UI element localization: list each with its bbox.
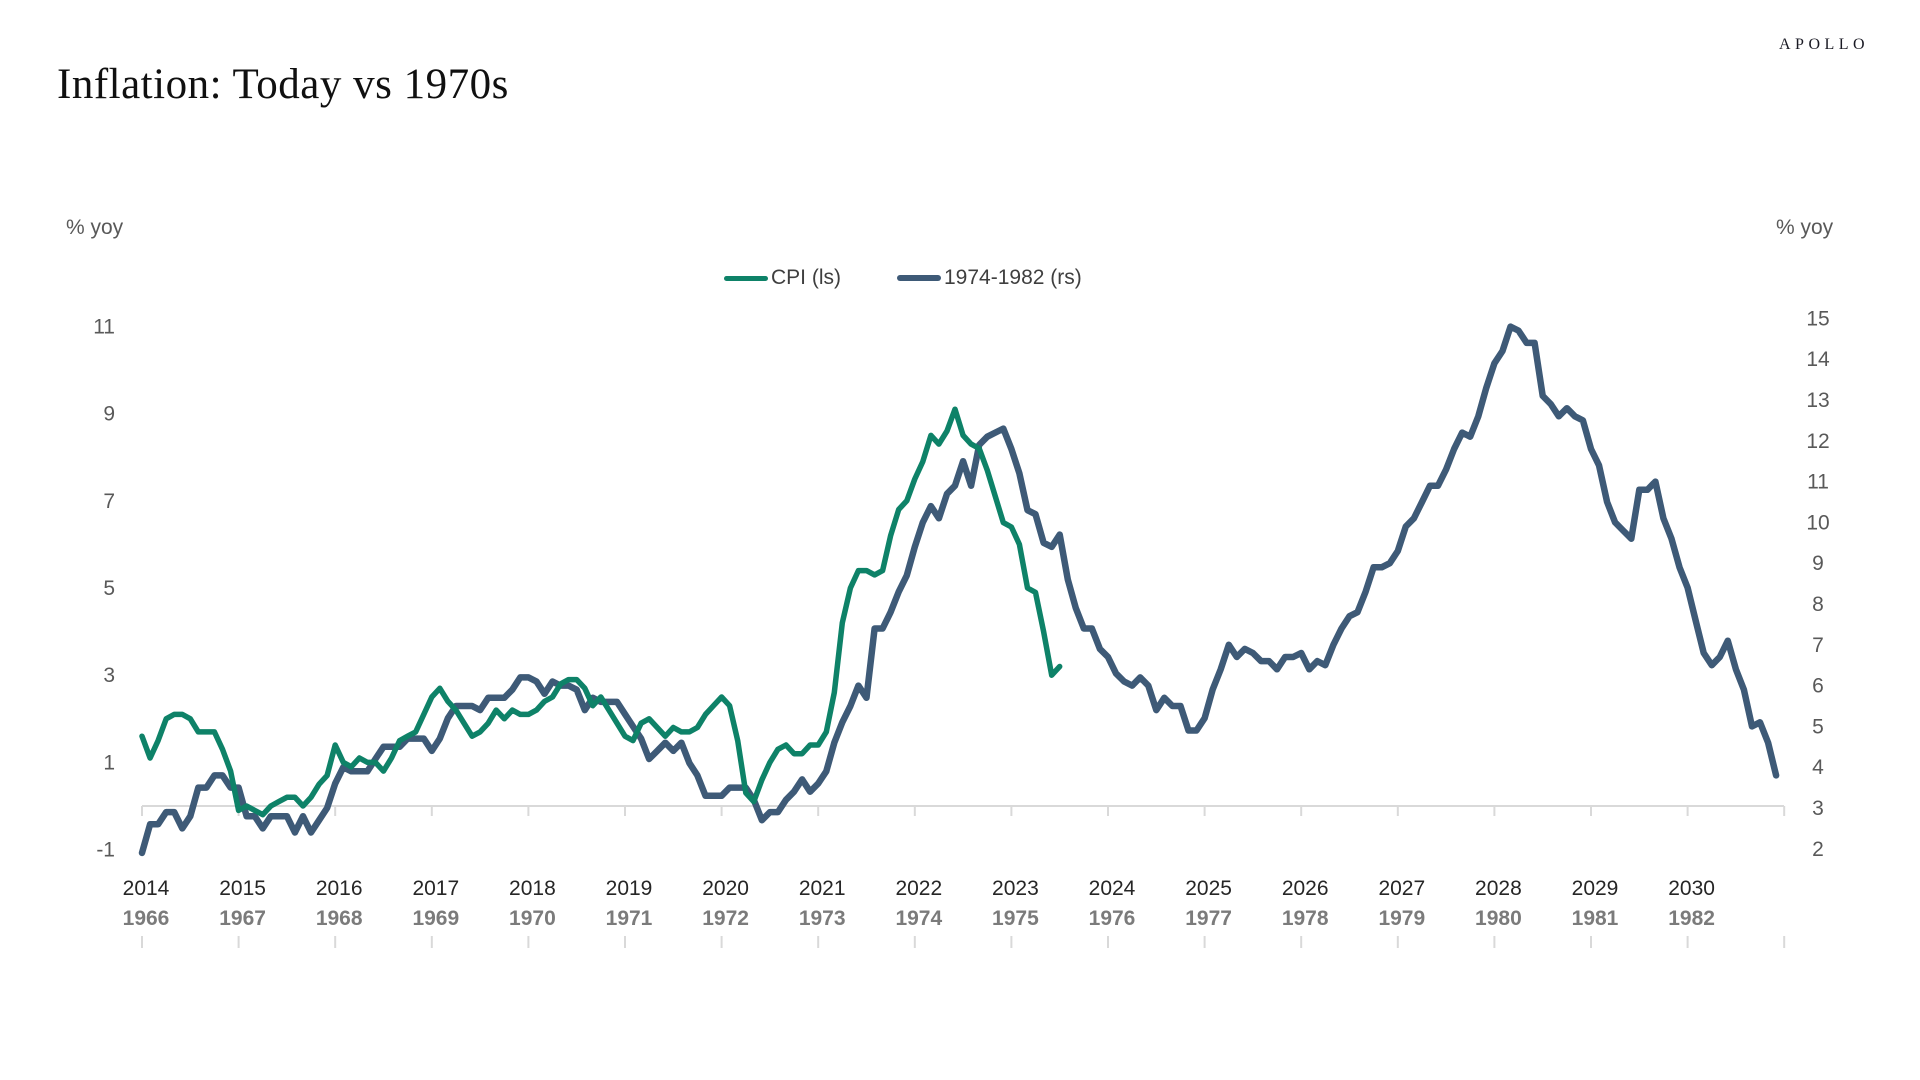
y-axis-left-unit-label: % yoy [66,216,124,239]
y-right-tick-label: 10 [1806,511,1829,534]
year-label-top: 2016 [316,877,363,900]
y-right-tick-label: 7 [1812,634,1824,657]
year-label-top: 2018 [509,877,556,900]
year-label-bottom: 1976 [1089,907,1136,930]
year-label-bottom: 1978 [1282,907,1329,930]
year-label-top: 2024 [1089,877,1136,900]
y-right-tick-label: 2 [1812,838,1824,861]
year-label-bottom: 1968 [316,907,363,930]
year-label-bottom: 1981 [1572,907,1619,930]
legend-swatch-1974-1982 [897,275,941,281]
year-label-bottom: 1967 [219,907,266,930]
year-label-top: 2015 [219,877,266,900]
year-label-bottom: 1970 [509,907,556,930]
year-label-top: 2021 [799,877,846,900]
year-label-top: 2030 [1668,877,1715,900]
y-right-tick-label: 14 [1806,348,1830,371]
year-label-bottom: 1973 [799,907,846,930]
year-label-top: 2022 [895,877,942,900]
year-label-bottom: 1972 [702,907,749,930]
y-left-tick-label: 11 [93,315,115,338]
legend-swatch-cpi [724,275,768,281]
year-label-bottom: 1966 [123,907,170,930]
year-label-bottom: 1971 [606,907,653,930]
y-right-tick-label: 8 [1812,593,1824,616]
year-label-top: 2029 [1572,877,1619,900]
y-right-tick-label: 9 [1812,552,1824,575]
legend-label-1974-1982: 1974-1982 (rs) [944,266,1082,289]
year-label-bottom: 1974 [895,907,942,930]
y-right-tick-label: 11 [1807,471,1829,494]
legend-item-1974-1982: 1974-1982 (rs) [897,266,1082,290]
year-label-top: 2026 [1282,877,1329,900]
y-left-tick-label: 7 [103,490,115,513]
year-label-top: 2023 [992,877,1039,900]
year-label-top: 2014 [123,877,170,900]
year-label-bottom: 1982 [1668,907,1715,930]
y-axis-right-unit-label: % yoy [1776,216,1834,239]
year-label-top: 2017 [412,877,459,900]
y-right-tick-label: 15 [1806,307,1829,330]
cpi-line-series [139,406,1063,818]
y-left-tick-label: 3 [103,664,115,687]
y-right-tick-label: 3 [1812,797,1824,820]
y-left-tick-label: 5 [103,577,115,600]
y-left-tick-label: 9 [103,403,115,426]
y-right-tick-label: 12 [1806,430,1829,453]
y-left-tick-label: -1 [96,839,115,862]
y-right-tick-label: 13 [1806,389,1829,412]
y-right-tick-label: 4 [1812,756,1824,779]
legend-label-cpi: CPI (ls) [771,266,841,289]
year-label-top: 2020 [702,877,749,900]
year-label-top: 2025 [1185,877,1232,900]
year-label-bottom: 1969 [412,907,459,930]
line-1974-1982-series [138,323,1780,857]
y-right-tick-label: 6 [1812,675,1824,698]
year-label-top: 2028 [1475,877,1522,900]
year-label-bottom: 1979 [1378,907,1425,930]
legend: CPI (ls) 1974-1982 (rs) [724,266,1082,290]
chart-title: Inflation: Today vs 1970s [57,61,509,108]
y-right-tick-label: 5 [1812,715,1824,738]
y-left-tick-label: 1 [103,751,115,774]
apollo-logo: APOLLO [1779,36,1870,53]
year-label-bottom: 1975 [992,907,1039,930]
year-label-bottom: 1977 [1185,907,1232,930]
legend-item-cpi: CPI (ls) [724,266,841,290]
year-label-top: 2027 [1378,877,1425,900]
year-label-top: 2019 [606,877,653,900]
year-label-bottom: 1980 [1475,907,1522,930]
